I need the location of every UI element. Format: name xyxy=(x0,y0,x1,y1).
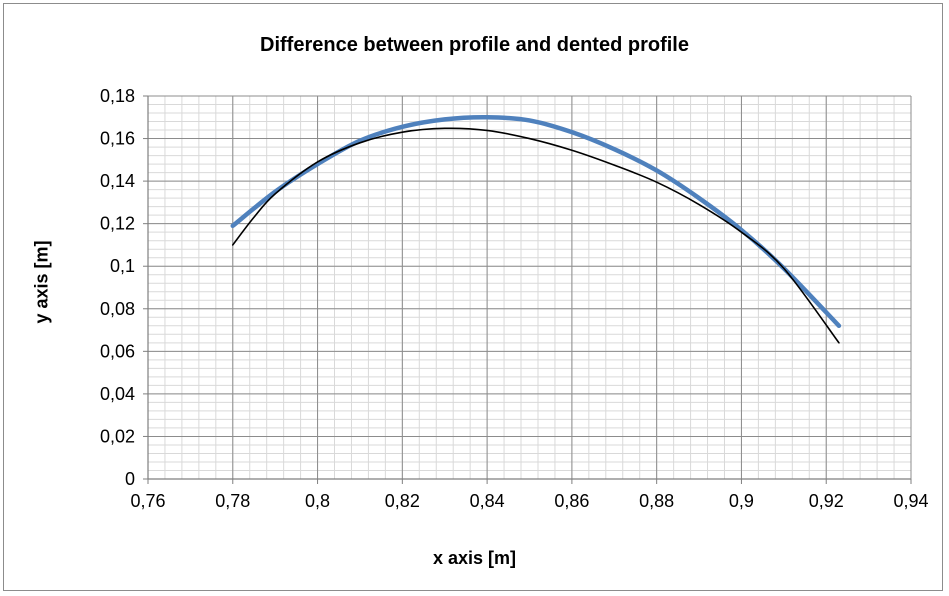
major-grid xyxy=(147,95,912,480)
y-tick-label: 0,12 xyxy=(100,214,135,234)
x-axis-label: x axis [m] xyxy=(432,548,517,568)
x-tick-label: 0,9 xyxy=(729,491,754,511)
x-tick-label: 0,92 xyxy=(809,491,844,511)
y-tick-label: 0,06 xyxy=(100,341,135,361)
x-tick-labels: 0,76 0,78 0,8 0,82 0,84 0,86 0,88 0,9 0,92 0,94 xyxy=(130,491,928,511)
x-tick-label: 0,86 xyxy=(554,491,589,511)
y-tick-label: 0 xyxy=(125,469,135,489)
x-tick-label: 0,94 xyxy=(893,491,928,511)
x-tick-label: 0,84 xyxy=(470,491,505,511)
y-tick-label: 0,18 xyxy=(100,86,135,106)
y-tick-label: 0,08 xyxy=(100,299,135,319)
chart-frame xyxy=(3,3,943,591)
y-tick-label: 0,04 xyxy=(100,384,135,404)
y-tick-labels: 0 0,02 0,04 0,06 0,08 0,1 0,12 0,14 0,16 0,18 xyxy=(100,86,135,489)
series-line-2 xyxy=(231,127,840,344)
chart-title: Difference between profile and dented pr… xyxy=(260,34,689,56)
minor-grid xyxy=(147,95,912,480)
x-tick-label: 0,82 xyxy=(385,491,420,511)
y-tick-label: 0,16 xyxy=(100,129,135,149)
x-tick-label: 0,88 xyxy=(639,491,674,511)
x-tick-label: 0,8 xyxy=(305,491,330,511)
x-tick-label: 0,76 xyxy=(130,491,165,511)
x-tick-label: 0,78 xyxy=(215,491,250,511)
y-tick-label: 0,14 xyxy=(100,171,135,191)
series-line-1 xyxy=(230,115,842,329)
y-tick-label: 0,02 xyxy=(100,426,135,446)
axes xyxy=(143,95,912,484)
y-tick-label: 0,1 xyxy=(110,256,135,276)
series-lines xyxy=(230,115,842,344)
y-axis-label: y axis [m] xyxy=(31,240,52,324)
